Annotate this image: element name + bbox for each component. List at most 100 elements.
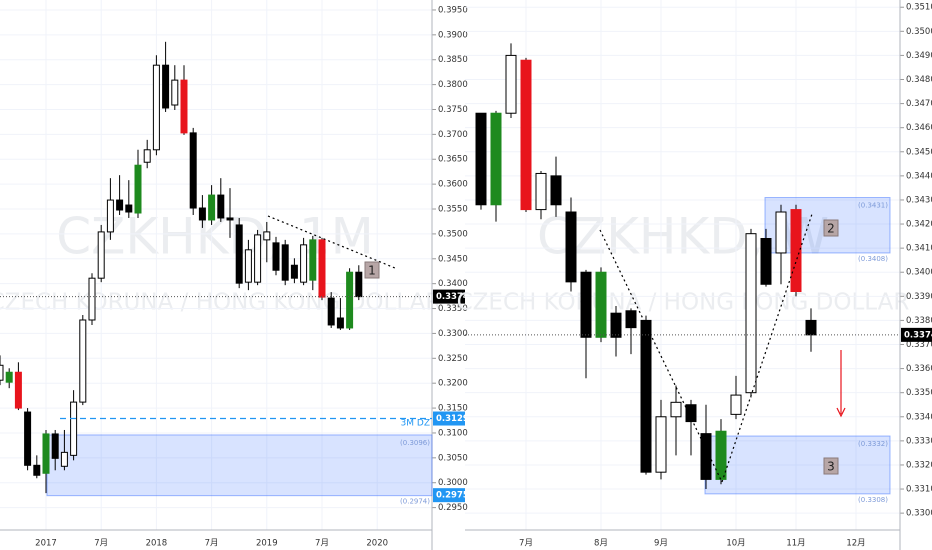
y-tick-label: 0.3700 [438,130,468,140]
y-tick-label: 0.3550 [438,205,468,215]
candle-body [134,164,142,214]
watermark-subtitle: CZECH KORUNA / HONG KONG DOLLAR [457,290,910,316]
y-tick-label: 0.3950 [438,5,468,15]
candle-body [51,433,59,459]
candle-body [745,233,757,394]
candle-body [730,394,742,415]
candle-body [550,175,562,206]
demand-zone [46,434,433,497]
y-tick-label: 0.3300 [438,329,468,339]
candle-body [42,433,50,474]
y-tick-label: 0.3500 [906,27,932,37]
y-tick-label: 0.3450 [906,147,932,157]
candle-body [336,317,344,329]
candle-body [290,264,298,279]
x-tick-label: 2018 [146,539,168,549]
y-tick-label: 0.3000 [438,478,468,488]
y-tick-label: 0.3200 [438,379,468,389]
candle-body [655,416,667,473]
y-tick-label: 0.3300 [906,509,932,519]
annotation: 2 [827,222,835,236]
demand-zone [704,435,891,495]
candle-body [318,239,326,298]
candle-body [14,371,22,409]
candle-body [490,112,502,206]
candle-body [505,54,517,114]
watermark-subtitle: CZECH KORUNA / HONG KONG DOLLAR [0,290,441,316]
candle-body [625,310,637,329]
arrow-head [836,407,846,418]
price-tag-label: 0.3129 [436,414,469,424]
candle-body [535,172,547,211]
price-tag [433,289,465,304]
candle-body [189,132,197,209]
zone-label: (0.3308) [858,496,888,504]
candle-body [33,464,41,476]
candle-body [520,59,532,211]
price-tag [433,411,465,426]
y-tick-label: 0.3050 [438,453,468,463]
x-tick-label: 8月 [594,539,608,549]
candle-body [116,199,124,211]
annotation: 3 [827,460,835,474]
candle-body [97,231,105,279]
y-tick-label: 0.3450 [438,254,468,264]
candle-body [272,242,280,271]
annotation: 3M DZ [401,419,430,429]
candle-body [263,231,271,241]
price-tag [901,327,932,342]
y-tick-label: 0.3750 [438,105,468,115]
candle-body [198,207,206,221]
candle-body [235,224,243,284]
candle-body [106,199,114,233]
candle-body [88,277,96,321]
y-tick-label: 0.3600 [438,180,468,190]
candle-body [152,64,160,151]
candle-body [24,411,32,466]
y-tick-label: 0.3100 [438,428,468,438]
price-tag [433,488,465,503]
x-tick-label: 10月 [726,539,745,549]
candle-body [143,149,151,163]
annotation: 1 [368,264,376,278]
candle-body [79,319,87,403]
candle-body [355,271,363,298]
candle-body [327,297,335,326]
y-tick-label: 0.3900 [438,30,468,40]
candle-body [565,211,577,283]
price-tag-label: 0.3374 [436,292,469,302]
candle-body [254,234,262,283]
y-tick-label: 0.3400 [438,279,468,289]
x-tick-label: 7月 [315,539,329,549]
x-tick-label: 9月 [654,539,668,549]
y-tick-label: 0.3150 [438,404,468,414]
candle-body [309,239,317,281]
price-tag-label: 0.3374 [904,330,932,340]
price-tag-label: 0.2975 [436,491,469,501]
candle-body [595,271,607,338]
candle-body [125,204,133,213]
candle-body [217,194,225,219]
zone-label: (0.3431) [858,202,888,210]
x-tick-label: 2019 [256,539,278,549]
y-tick-label: 0.2950 [438,503,468,513]
candle-body [670,401,682,418]
candle-body [685,404,697,423]
candle-body [208,194,216,221]
x-tick-label: 7月 [519,539,533,549]
annotation-box [823,457,839,475]
candle-body [226,217,234,221]
zone-label: (0.2974) [400,498,430,506]
candle-body [281,244,289,281]
candle-body [610,312,622,338]
